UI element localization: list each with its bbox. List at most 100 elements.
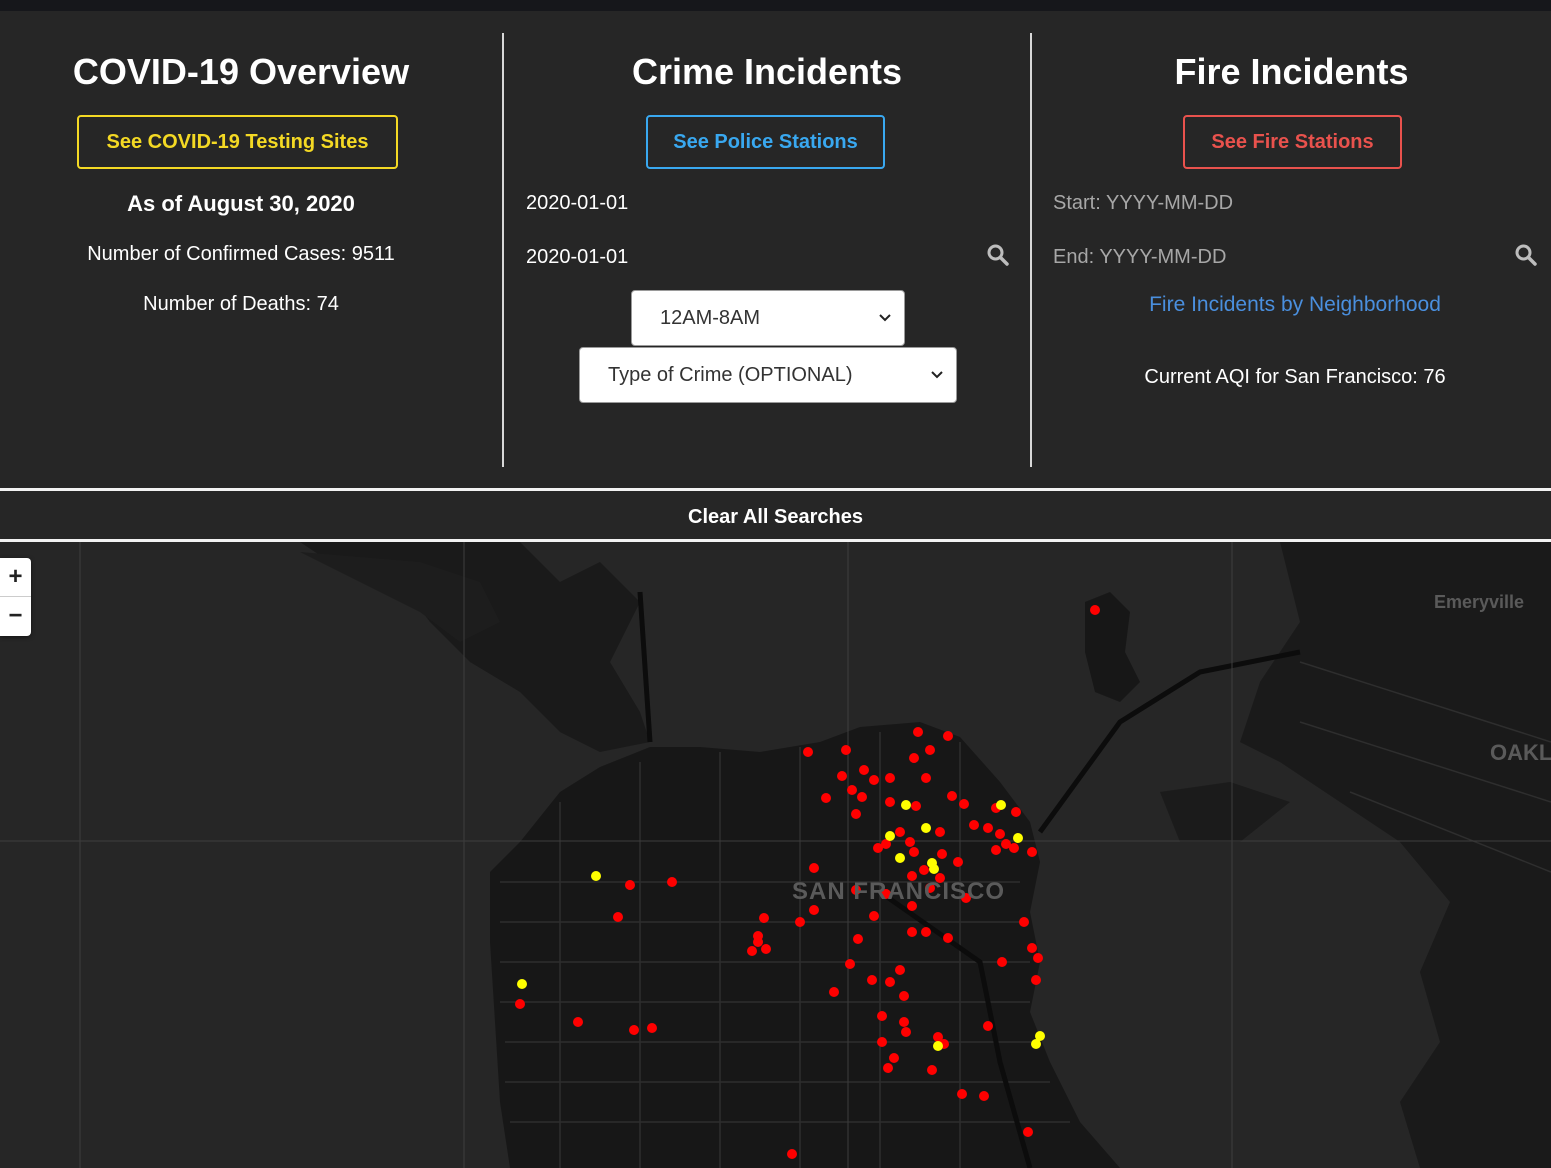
crime-incident-marker[interactable] — [809, 905, 819, 915]
clear-all-searches-button[interactable]: Clear All Searches — [0, 491, 1551, 539]
crime-incident-marker[interactable] — [881, 839, 891, 849]
fire-search-icon[interactable] — [1514, 243, 1538, 267]
crime-incident-marker[interactable] — [573, 1017, 583, 1027]
crime-incident-marker[interactable] — [747, 946, 757, 956]
crime-incident-marker[interactable] — [1009, 843, 1019, 853]
crime-incident-marker[interactable] — [647, 1023, 657, 1033]
crime-incident-marker[interactable] — [991, 845, 1001, 855]
crime-incident-marker[interactable] — [821, 793, 831, 803]
crime-incident-marker[interactable] — [1001, 839, 1011, 849]
crime-incident-marker[interactable] — [841, 745, 851, 755]
crime-incident-marker[interactable] — [759, 913, 769, 923]
testing-site-marker[interactable] — [1031, 1039, 1041, 1049]
testing-site-marker[interactable] — [996, 800, 1006, 810]
testing-site-marker[interactable] — [933, 1041, 943, 1051]
crime-incident-marker[interactable] — [885, 977, 895, 987]
crime-incident-marker[interactable] — [909, 847, 919, 857]
crime-incident-marker[interactable] — [943, 731, 953, 741]
crime-incident-marker[interactable] — [925, 883, 935, 893]
crime-incident-marker[interactable] — [969, 820, 979, 830]
crime-incident-marker[interactable] — [899, 1017, 909, 1027]
crime-incident-marker[interactable] — [935, 827, 945, 837]
testing-site-marker[interactable] — [895, 853, 905, 863]
crime-incident-marker[interactable] — [869, 911, 879, 921]
crime-incident-marker[interactable] — [857, 792, 867, 802]
covid-testing-sites-button[interactable]: See COVID-19 Testing Sites — [77, 115, 398, 169]
crime-incident-marker[interactable] — [877, 1011, 887, 1021]
crime-incident-marker[interactable] — [867, 975, 877, 985]
crime-incident-marker[interactable] — [1023, 1127, 1033, 1137]
crime-incident-marker[interactable] — [859, 765, 869, 775]
crime-incident-marker[interactable] — [1027, 943, 1037, 953]
crime-incident-marker[interactable] — [885, 773, 895, 783]
crime-incident-marker[interactable] — [907, 927, 917, 937]
crime-incident-marker[interactable] — [901, 1027, 911, 1037]
crime-incident-marker[interactable] — [953, 857, 963, 867]
crime-incident-marker[interactable] — [937, 849, 947, 859]
crime-incident-marker[interactable] — [881, 889, 891, 899]
crime-incident-marker[interactable] — [885, 797, 895, 807]
crime-incident-marker[interactable] — [613, 912, 623, 922]
crime-incident-marker[interactable] — [899, 991, 909, 1001]
crime-incident-marker[interactable] — [1019, 917, 1029, 927]
map[interactable]: SAN FRANCISCO Emeryville OAKL + − — [0, 542, 1551, 1168]
zoom-out-button[interactable]: − — [8, 602, 23, 629]
crime-incident-marker[interactable] — [625, 880, 635, 890]
testing-site-marker[interactable] — [929, 864, 939, 874]
testing-site-marker[interactable] — [1013, 833, 1023, 843]
crime-incident-marker[interactable] — [935, 873, 945, 883]
crime-incident-marker[interactable] — [997, 957, 1007, 967]
crime-search-icon[interactable] — [986, 243, 1010, 267]
fire-neighborhood-link[interactable]: Fire Incidents by Neighborhood — [1149, 293, 1441, 316]
testing-site-marker[interactable] — [921, 823, 931, 833]
crime-start-date-input[interactable]: 2020-01-01 — [526, 192, 629, 214]
crime-incident-marker[interactable] — [947, 791, 957, 801]
crime-incident-marker[interactable] — [883, 1063, 893, 1073]
crime-incident-marker[interactable] — [1033, 953, 1043, 963]
crime-incident-marker[interactable] — [907, 871, 917, 881]
fire-stations-button[interactable]: See Fire Stations — [1183, 115, 1402, 169]
crime-incident-marker[interactable] — [921, 773, 931, 783]
crime-incident-marker[interactable] — [905, 837, 915, 847]
crime-incident-marker[interactable] — [895, 827, 905, 837]
crime-incident-marker[interactable] — [895, 965, 905, 975]
crime-incident-marker[interactable] — [983, 1021, 993, 1031]
crime-incident-marker[interactable] — [877, 1037, 887, 1047]
crime-incident-marker[interactable] — [629, 1025, 639, 1035]
crime-incident-marker[interactable] — [851, 885, 861, 895]
crime-incident-marker[interactable] — [919, 865, 929, 875]
crime-incident-marker[interactable] — [787, 1149, 797, 1159]
crime-incident-marker[interactable] — [1090, 605, 1100, 615]
crime-type-select[interactable]: Type of Crime (OPTIONAL) — [579, 347, 957, 403]
crime-incident-marker[interactable] — [845, 959, 855, 969]
testing-site-marker[interactable] — [591, 871, 601, 881]
crime-incident-marker[interactable] — [1031, 975, 1041, 985]
crime-incident-marker[interactable] — [957, 1089, 967, 1099]
crime-incident-marker[interactable] — [847, 785, 857, 795]
crime-incident-marker[interactable] — [921, 927, 931, 937]
crime-incident-marker[interactable] — [995, 829, 1005, 839]
crime-incident-marker[interactable] — [961, 893, 971, 903]
crime-incident-marker[interactable] — [933, 1032, 943, 1042]
crime-incident-marker[interactable] — [795, 917, 805, 927]
crime-incident-marker[interactable] — [761, 944, 771, 954]
crime-incident-marker[interactable] — [909, 753, 919, 763]
crime-incident-marker[interactable] — [913, 727, 923, 737]
crime-incident-marker[interactable] — [853, 934, 863, 944]
crime-incident-marker[interactable] — [873, 843, 883, 853]
crime-incident-marker[interactable] — [851, 809, 861, 819]
police-stations-button[interactable]: See Police Stations — [646, 115, 885, 169]
crime-incident-marker[interactable] — [829, 987, 839, 997]
fire-start-date-input[interactable]: Start: YYYY-MM-DD — [1053, 192, 1234, 214]
crime-incident-marker[interactable] — [803, 747, 813, 757]
testing-site-marker[interactable] — [885, 831, 895, 841]
crime-incident-marker[interactable] — [869, 775, 879, 785]
crime-incident-marker[interactable] — [809, 863, 819, 873]
crime-incident-marker[interactable] — [979, 1091, 989, 1101]
testing-site-marker[interactable] — [1035, 1031, 1045, 1041]
fire-end-date-input[interactable]: End: YYYY-MM-DD — [1053, 246, 1227, 268]
crime-end-date-input[interactable]: 2020-01-01 — [526, 246, 629, 268]
crime-incident-marker[interactable] — [753, 937, 763, 947]
crime-incident-marker[interactable] — [927, 1065, 937, 1075]
crime-incident-marker[interactable] — [889, 1053, 899, 1063]
